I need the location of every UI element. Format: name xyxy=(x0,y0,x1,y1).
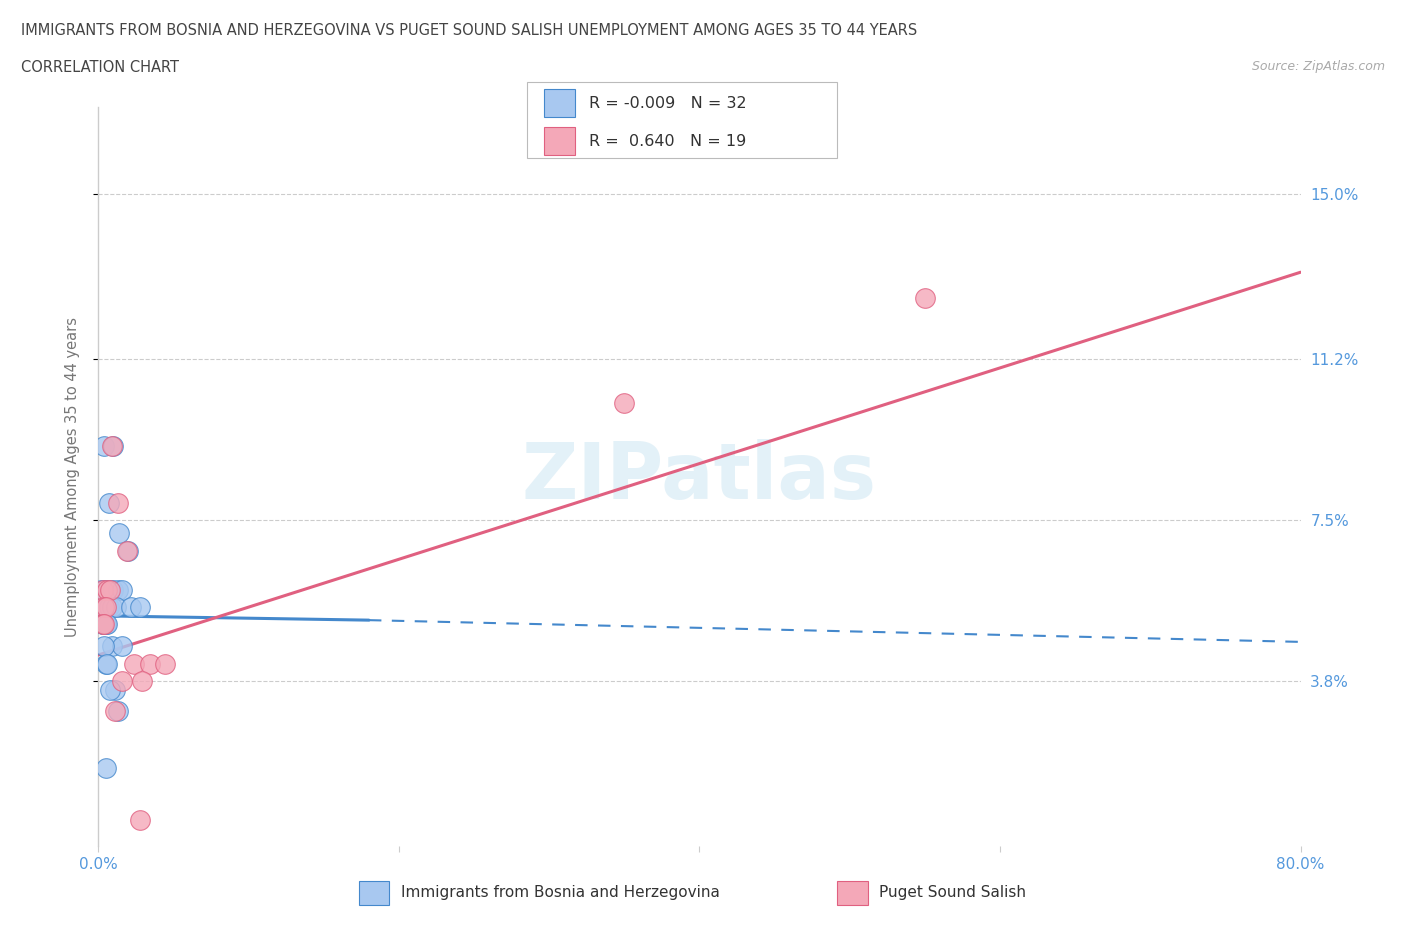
Point xyxy=(93,600,115,615)
Point xyxy=(91,618,114,632)
Point xyxy=(129,813,152,828)
Point xyxy=(121,600,143,615)
Point xyxy=(94,600,117,615)
Point xyxy=(105,600,128,615)
Point xyxy=(153,657,176,671)
Point xyxy=(93,582,115,597)
Point xyxy=(138,657,160,671)
Point xyxy=(96,657,118,671)
Point xyxy=(103,582,125,597)
Text: Source: ZipAtlas.com: Source: ZipAtlas.com xyxy=(1251,60,1385,73)
Text: Puget Sound Salish: Puget Sound Salish xyxy=(879,885,1026,900)
Point xyxy=(94,618,117,632)
Point xyxy=(107,704,129,719)
Point xyxy=(108,525,131,540)
Point xyxy=(91,618,114,632)
Point xyxy=(90,582,112,597)
Point xyxy=(93,439,115,454)
Point xyxy=(613,395,636,410)
Point xyxy=(117,543,139,558)
Point xyxy=(96,618,118,632)
Point xyxy=(107,582,129,597)
Point xyxy=(91,582,114,597)
Point xyxy=(131,673,153,688)
Point xyxy=(97,496,120,511)
Point xyxy=(96,582,118,597)
Point xyxy=(101,600,124,615)
Y-axis label: Unemployment Among Ages 35 to 44 years: Unemployment Among Ages 35 to 44 years xyxy=(65,316,80,637)
Point xyxy=(101,639,124,654)
Point xyxy=(129,600,152,615)
Point xyxy=(94,600,117,615)
Point xyxy=(100,582,122,597)
Point xyxy=(115,543,138,558)
Text: Immigrants from Bosnia and Herzegovina: Immigrants from Bosnia and Herzegovina xyxy=(401,885,720,900)
Point xyxy=(91,600,114,615)
Point xyxy=(104,683,127,698)
Point xyxy=(103,439,125,454)
Point xyxy=(93,618,115,632)
Text: R =  0.640   N = 19: R = 0.640 N = 19 xyxy=(589,134,747,149)
Point xyxy=(94,657,117,671)
Point xyxy=(96,582,118,597)
Text: CORRELATION CHART: CORRELATION CHART xyxy=(21,60,179,75)
Point xyxy=(93,639,115,654)
Point xyxy=(97,600,120,615)
Point xyxy=(914,291,936,306)
Point xyxy=(101,439,124,454)
Point xyxy=(111,639,134,654)
Point xyxy=(100,582,122,597)
Text: R = -0.009   N = 32: R = -0.009 N = 32 xyxy=(589,96,747,111)
Point xyxy=(107,496,129,511)
Point xyxy=(91,618,114,632)
Point xyxy=(94,761,117,776)
Point xyxy=(111,673,134,688)
Text: ZIPatlas: ZIPatlas xyxy=(522,439,877,514)
Point xyxy=(104,704,127,719)
Point xyxy=(124,657,146,671)
Point xyxy=(100,683,122,698)
Text: IMMIGRANTS FROM BOSNIA AND HERZEGOVINA VS PUGET SOUND SALISH UNEMPLOYMENT AMONG : IMMIGRANTS FROM BOSNIA AND HERZEGOVINA V… xyxy=(21,23,917,38)
Point xyxy=(111,582,134,597)
